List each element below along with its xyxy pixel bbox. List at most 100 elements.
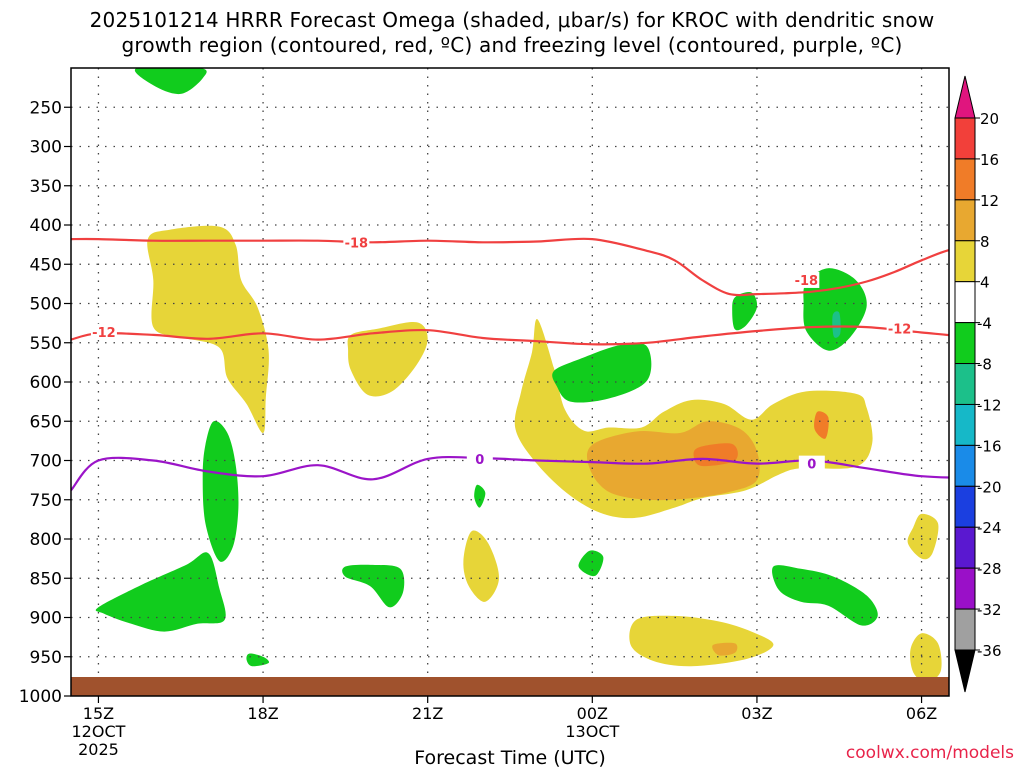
x-tick-sublabel-15Z: 12OCT [71,722,125,741]
omega-region-22 [995,535,1014,555]
ground-layer [71,677,949,696]
gridlines [71,68,949,696]
contour-label-bg-0-1 [793,271,820,288]
colorbar-label-13: -36 [977,642,1002,660]
colorbar-bin-13 [954,608,976,651]
omega-region-12 [552,342,652,403]
y-tick-label-450: 450 [30,255,62,275]
colorbar-bin-4 [954,240,976,283]
omega-region-1 [147,225,269,434]
colorbar-label-10: -24 [977,519,1002,537]
colorbar-label-4: 4 [980,274,990,292]
colorbar-label-3: 8 [980,233,990,251]
colorbar-top-arrow [954,75,976,119]
contour-label-0-0: -18 [345,236,369,251]
colorbar-bin-11 [954,526,976,569]
omega-region-17 [832,311,841,338]
omega-region-16 [803,268,867,351]
omega-region-7 [463,530,500,602]
y-tick-label-400: 400 [30,216,62,236]
y-tick-label-650: 650 [30,412,62,432]
y-tick-label-750: 750 [30,491,62,511]
y-tick-label-1000: 1000 [19,687,62,707]
y-tick-label-900: 900 [30,609,62,629]
colorbar-bin-6 [954,322,976,365]
omega-region-23 [910,633,942,683]
axes: 250 300 350 400 450 500 550 600 650 700 750 800 850 9… [19,67,950,768]
x-tick-label-15Z: 15Z [83,704,114,723]
colorbar-bin-1 [954,117,976,160]
colorbar-bin-3 [954,199,976,242]
colorbar-label-1: 16 [980,151,999,169]
omega-region-3 [95,552,226,632]
contour-line-2 [71,455,949,492]
colorbar-bin-12 [954,567,976,610]
x-tick-sublabel-00Z: 13OCT [565,722,619,741]
y-tick-label-800: 800 [30,530,62,550]
contour-layer: -18 -18 -12 -12 0 0 [71,234,949,492]
x-tick-label-18Z: 18Z [247,704,278,723]
colorbar-bin-9 [954,444,976,487]
contour-label-2-0: 0 [475,453,484,468]
x-tick-year-15Z: 2025 [78,740,119,759]
colorbar-label-6: -8 [977,356,992,374]
x-axis-label: Forecast Time (UTC) [414,747,605,768]
y-tick-label-600: 600 [30,373,62,393]
colorbar-label-11: -28 [977,560,1002,578]
contour-label-bg-1-0 [90,323,117,340]
y-tick-label-850: 850 [30,569,62,589]
omega-region-18 [772,565,878,626]
colorbar-label-0: 20 [980,110,999,128]
colorbar-label-5: -4 [977,315,992,333]
omega-region-20 [712,642,738,656]
y-tick-label-950: 950 [30,648,62,668]
x-tick-label-06Z: 06Z [906,704,937,723]
x-tick-label-21Z: 21Z [412,704,443,723]
x-tick-label-03Z: 03Z [741,704,772,723]
omega-region-21 [907,513,939,560]
omega-region-13 [578,550,604,577]
x-tick-label-00Z: 00Z [577,704,608,723]
omega-region-15 [732,292,758,331]
colorbar-bin-2 [954,158,976,201]
chart-title-line-1: 2025101214 HRRR Forecast Omega (shaded, … [89,8,935,32]
contour-label-bg-0-0 [343,234,370,251]
colorbar-label-12: -32 [977,601,1002,619]
contour-label-1-0: -12 [92,326,116,341]
colorbar-bottom-arrow [954,649,976,693]
contour-label-2-1: 0 [807,458,816,473]
contour-line-0 [71,237,949,297]
contour-label-1-1: -12 [888,323,912,338]
y-tick-label-350: 350 [30,177,62,197]
contour-label-bg-1-1 [886,320,913,337]
omega-region-0 [134,68,207,95]
omega-region-14 [474,484,486,508]
contour-label-bg-2-0 [466,450,493,467]
omega-region-6 [342,564,405,608]
credit-text[interactable]: coolwx.com/models [845,743,1014,763]
y-tick-label-250: 250 [30,98,62,118]
y-tick-label-550: 550 [30,334,62,354]
colorbar-bin-10 [954,485,976,528]
y-tick-label-700: 700 [30,452,62,472]
chart-title-line-2: growth region (contoured, red, ºC) and f… [121,33,903,57]
omega-region-19 [629,615,774,667]
omega-region-4 [246,653,270,667]
omega-region-5 [347,321,428,397]
colorbar-label-9: -20 [977,478,1002,496]
y-tick-label-500: 500 [30,295,62,315]
contour-line-1 [71,325,949,346]
colorbar-bin-5 [954,281,976,324]
colorbar-bin-8 [954,403,976,446]
colorbar-label-8: -16 [977,437,1002,455]
contour-label-0-1: -18 [795,274,819,289]
colorbar-bin-7 [954,363,976,405]
colorbar: 20 16 12 8 4 -4 -8 -12 -16 -20 -24 -28 -32 -36 [954,75,1002,693]
omega-shading-layer [95,68,1014,683]
colorbar-label-7: -12 [977,396,1002,414]
omega-region-11 [814,411,829,439]
omega-region-2 [202,420,239,562]
y-tick-label-300: 300 [30,138,62,158]
ground-rect [71,677,949,696]
